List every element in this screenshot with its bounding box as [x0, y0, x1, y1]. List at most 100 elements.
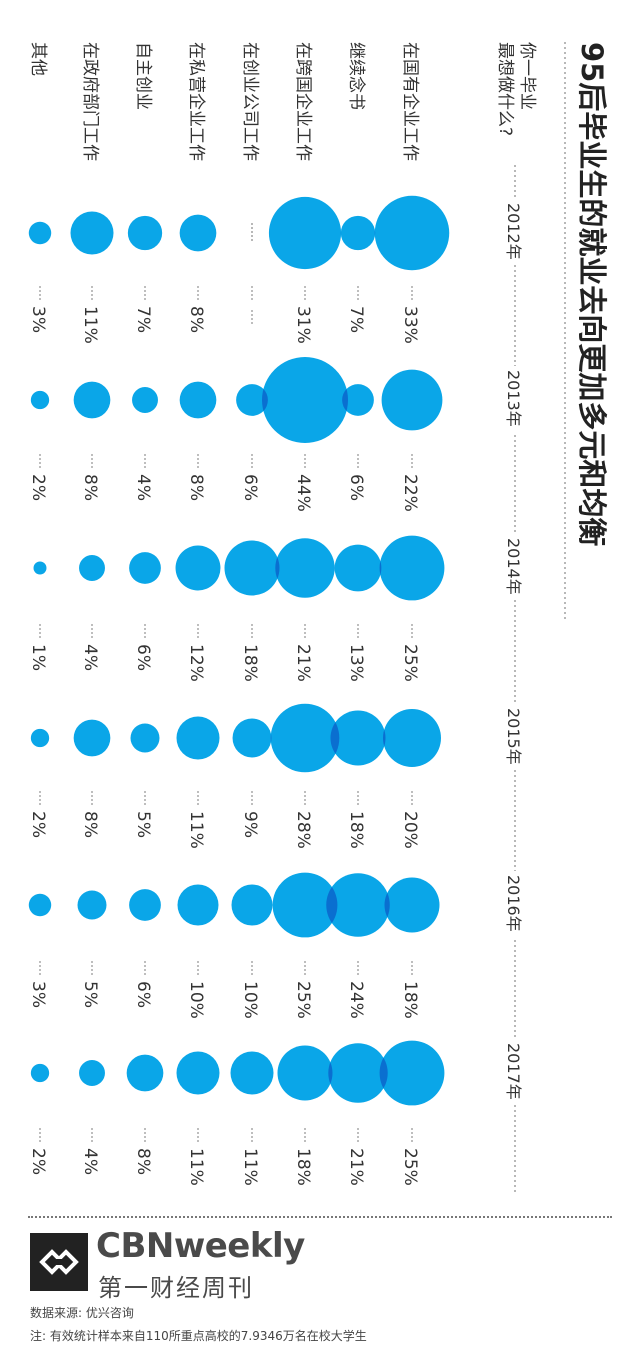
bubble [33, 561, 47, 575]
category-label: 在政府部门工作 [80, 42, 100, 161]
sample-note: 注: 有效统计样本来自110所重点高校的7.9346万名在校大学生 [30, 1329, 367, 1343]
bubble [224, 540, 280, 596]
percent-label: 11% [186, 1148, 206, 1186]
year-label: 2012年 [504, 203, 523, 260]
bubble [132, 387, 158, 413]
year-label: 2017年 [504, 1043, 523, 1100]
year-group [30, 1040, 445, 1142]
percent-label: 2% [28, 474, 48, 501]
percent-label: 11% [186, 811, 206, 849]
category-label: 继续念书 [346, 42, 367, 110]
percent-label: 10% [240, 981, 260, 1019]
percent-label: 44% [293, 474, 313, 512]
bubble [28, 221, 52, 245]
bubble [179, 214, 217, 252]
percent-label: 33% [400, 306, 420, 344]
bubble [177, 884, 219, 926]
bubble [126, 1054, 164, 1092]
category-label: 在创业公司工作 [240, 42, 260, 161]
bubble [236, 384, 268, 416]
percent-label: 12% [186, 644, 206, 682]
category-label: 其他 [28, 42, 48, 76]
bubble [77, 890, 107, 920]
percent-label: 7% [133, 306, 153, 333]
bubble [230, 1051, 274, 1095]
percent-label: 6% [133, 644, 153, 671]
year-group [28, 195, 450, 324]
bubble [275, 538, 335, 598]
bubble [73, 381, 111, 419]
percent-label: 24% [346, 981, 366, 1019]
year-group [30, 703, 441, 805]
year-label-bg [502, 199, 528, 265]
percent-label: 4% [80, 1148, 100, 1175]
bubble [342, 384, 374, 416]
bubble [129, 552, 161, 584]
percent-label: 20% [400, 811, 420, 849]
bubble [384, 877, 440, 933]
bubble [127, 215, 163, 251]
footer-divider [28, 1216, 612, 1218]
percent-label: 22% [400, 474, 420, 512]
chart-title: 95后毕业生的就业去向更加多元和均衡 [575, 42, 609, 546]
bubble [272, 872, 338, 938]
bubble [328, 1043, 388, 1103]
bubble [176, 716, 220, 760]
bubble [129, 889, 161, 921]
bubble [379, 535, 445, 601]
percent-label: 4% [80, 644, 100, 671]
percent-label: 4% [133, 474, 153, 501]
year-label: 2014年 [504, 538, 523, 595]
percent-label: 6% [346, 474, 366, 501]
bubble [231, 884, 273, 926]
bubble [70, 211, 114, 255]
percent-label: 1% [28, 644, 48, 671]
bubble [262, 357, 348, 443]
bubble-chart: 95后毕业生的就业去向更加多元和均衡 你一毕业 最想做什么? 在国有企业工作 继续念书 在… [28, 42, 609, 1195]
bubble [179, 381, 217, 419]
percent-label: 6% [240, 474, 260, 501]
percent-label: 8% [186, 474, 206, 501]
brand-name: CBNweekly [96, 1226, 305, 1266]
percent-label: 25% [400, 1148, 420, 1186]
bubble [277, 1045, 333, 1101]
percent-label: 5% [133, 811, 153, 838]
year-group [30, 357, 443, 468]
percent-label: 28% [293, 811, 313, 849]
year-label-bg [502, 1039, 528, 1105]
year-label-bg [502, 871, 528, 937]
bubble [268, 196, 342, 270]
bubble [79, 1060, 105, 1086]
bubble [340, 215, 376, 251]
bubble [30, 390, 50, 410]
percent-label: 13% [346, 644, 366, 682]
year-label: 2013年 [504, 370, 523, 427]
percent-label: 11% [80, 306, 100, 344]
percent-label: 3% [28, 981, 48, 1008]
percent-label: 8% [186, 306, 206, 333]
percent-label: 9% [240, 811, 260, 838]
bubble [73, 719, 111, 757]
bubble [381, 369, 443, 431]
percent-label: 11% [240, 1148, 260, 1186]
year-group [33, 535, 445, 638]
bubble [79, 555, 105, 581]
percent-label: 8% [80, 811, 100, 838]
category-label: 在跨国企业工作 [293, 42, 313, 161]
percent-label: 10% [186, 981, 206, 1019]
bubble [175, 545, 221, 591]
question-line-2: 最想做什么? [495, 42, 515, 136]
percent-label: 8% [133, 1148, 153, 1175]
bubble [374, 195, 450, 271]
percent-label: 31% [293, 306, 313, 344]
category-label: 在私营企业工作 [186, 42, 206, 161]
percent-label: 25% [400, 644, 420, 682]
percent-label: 8% [80, 474, 100, 501]
bubble [334, 544, 382, 592]
percent-label: 7% [346, 306, 366, 333]
percent-label: 21% [346, 1148, 366, 1186]
percent-label: 6% [133, 981, 153, 1008]
year-label: 2015年 [504, 708, 523, 765]
bubble [383, 709, 441, 767]
